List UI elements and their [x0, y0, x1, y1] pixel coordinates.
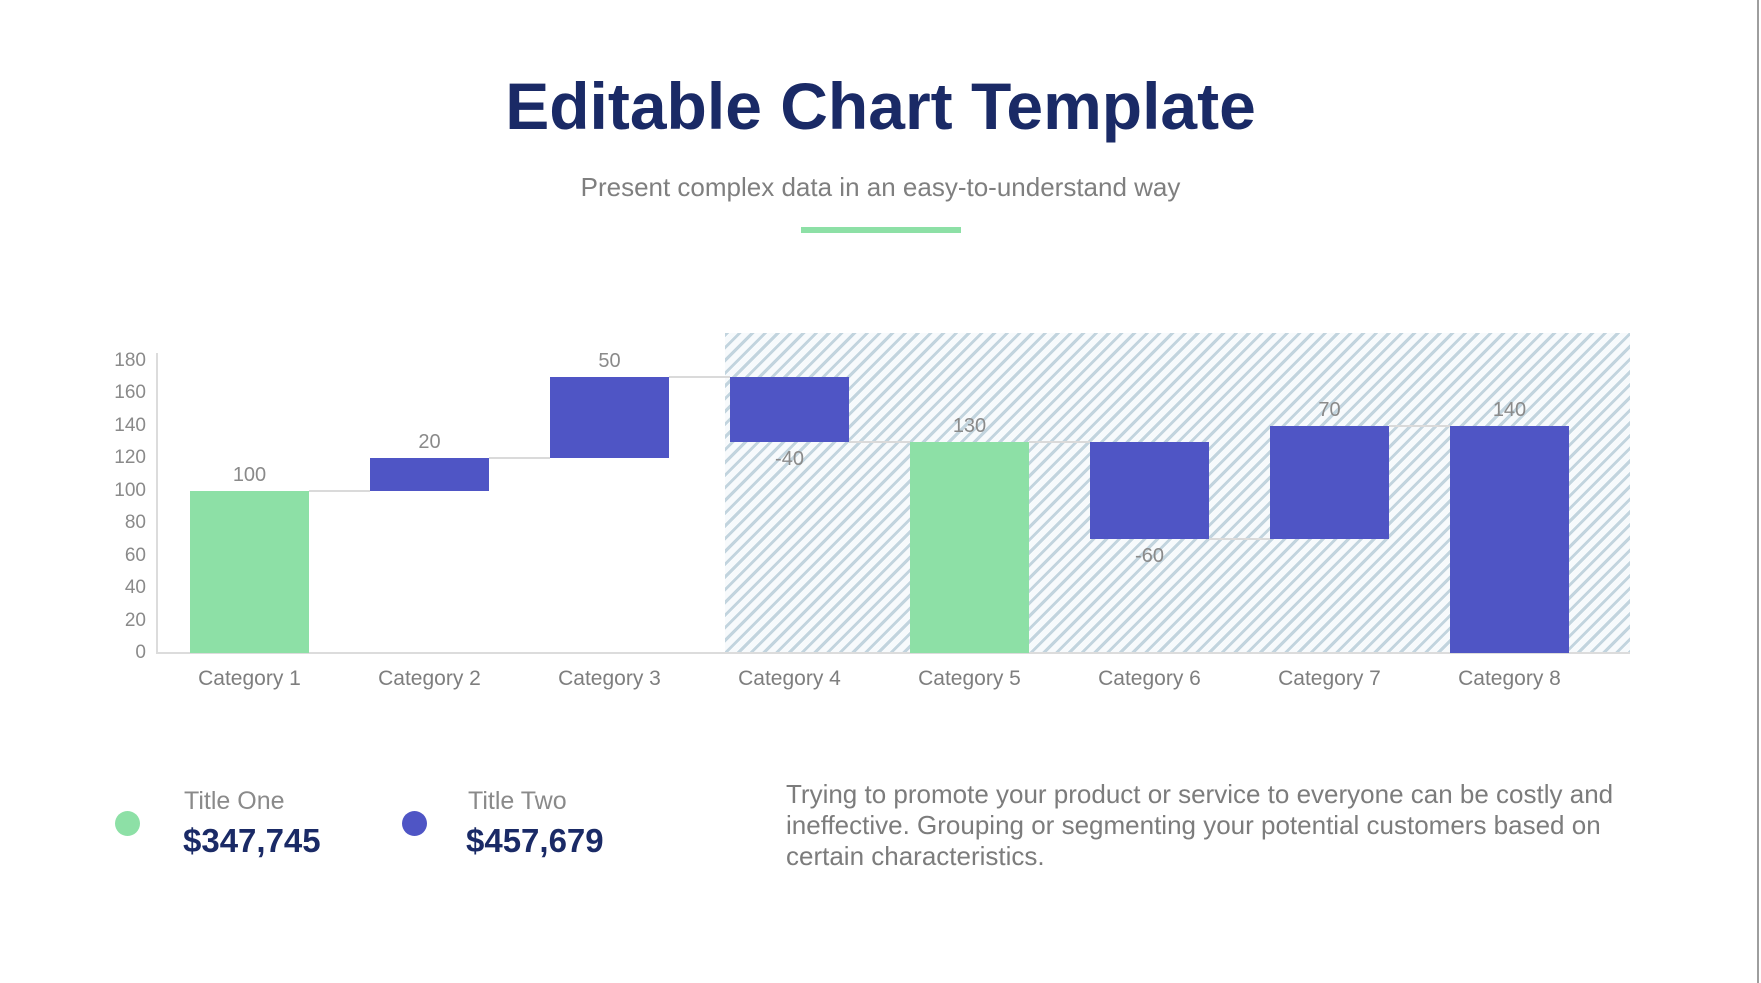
bar-category-1	[190, 490, 309, 653]
y-tick-140: 140	[114, 414, 146, 436]
y-tick-80: 80	[124, 512, 146, 534]
legend-label-title-two: Title Two	[468, 787, 567, 815]
y-tick-40: 40	[124, 577, 146, 599]
y-tick-180: 180	[114, 350, 146, 371]
y-tick-160: 160	[114, 382, 146, 404]
bar-category-7	[1270, 425, 1389, 540]
x-tick-category-6: Category 6	[1098, 667, 1201, 690]
value-label-category-7: 70	[1318, 398, 1341, 421]
page-title: Editable Chart Template	[505, 69, 1256, 143]
connector-2-3	[489, 457, 550, 460]
connector-7-8	[1389, 424, 1450, 427]
legend-value-title-one: $347,745	[183, 822, 321, 859]
x-tick-category-5: Category 5	[918, 667, 1021, 690]
connector-1-2	[309, 489, 370, 492]
value-label-category-4: -40	[775, 448, 804, 471]
connector-5-6	[1029, 441, 1090, 444]
y-tick-100: 100	[114, 479, 146, 501]
legend-swatch-title-one	[115, 811, 140, 836]
title-accent-underline	[801, 227, 961, 233]
value-label-category-1: 100	[232, 463, 267, 486]
x-axis-line	[156, 652, 1630, 654]
value-label-category-8: 140	[1492, 398, 1527, 421]
bar-category-5	[910, 442, 1029, 653]
page-subtitle: Present complex data in an easy-to-under…	[580, 172, 1181, 202]
bar-category-3	[550, 377, 669, 459]
x-tick-category-1: Category 1	[198, 667, 301, 690]
y-tick-120: 120	[114, 447, 146, 469]
connector-4-5	[849, 441, 910, 444]
connector-6-7	[1209, 538, 1270, 541]
bar-category-6	[1090, 442, 1209, 540]
x-tick-category-7: Category 7	[1278, 667, 1381, 690]
legend-label-title-one: Title One	[184, 787, 285, 815]
legend-swatch-title-two	[402, 811, 427, 836]
x-tick-category-4: Category 4	[738, 667, 841, 690]
value-label-category-5: 130	[952, 415, 987, 438]
value-label-category-3: 50	[598, 350, 621, 373]
connector-3-4	[669, 376, 730, 379]
bar-category-4	[730, 377, 849, 443]
y-tick-60: 60	[124, 544, 146, 566]
legend-value-title-two: $457,679	[466, 822, 604, 859]
bar-category-8	[1450, 425, 1569, 653]
y-tick-0: 0	[135, 642, 146, 663]
value-label-category-6: -60	[1135, 545, 1164, 568]
description-text: Trying to promote your product or servic…	[786, 779, 1614, 871]
x-tick-category-8: Category 8	[1458, 667, 1561, 690]
y-tick-20: 20	[124, 609, 146, 631]
bar-category-2	[370, 458, 489, 491]
x-tick-category-3: Category 3	[558, 667, 661, 690]
x-tick-category-2: Category 2	[378, 667, 481, 690]
value-label-category-2: 20	[418, 431, 441, 454]
y-axis-line	[156, 353, 158, 653]
page-right-edge	[1757, 0, 1759, 983]
